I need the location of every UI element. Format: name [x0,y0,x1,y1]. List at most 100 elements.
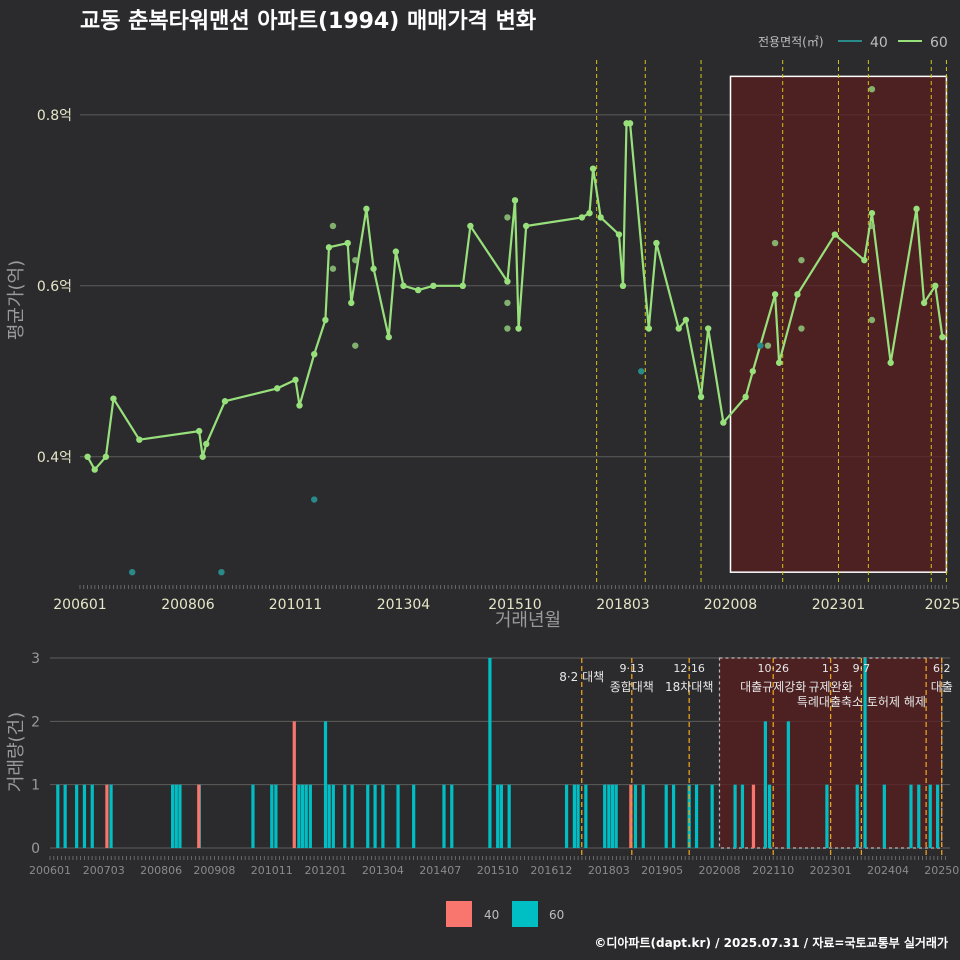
series-60-point [831,231,839,238]
top-policy-lines [596,60,947,585]
bar-60 [572,784,576,848]
bar-60 [614,784,618,848]
series-60-point [794,291,801,298]
bottom-y-tick-label: 2 [31,714,40,730]
series-60-extra-point [504,325,511,332]
bar-60 [82,784,87,848]
bar-60 [251,784,255,848]
chart-title: 교동 춘복타워맨션 아파트(1994) 매매가격 변화 [80,9,536,34]
bar-60 [507,784,511,848]
bottom-shaded-period [718,657,943,849]
bottom-shade-rect [718,657,943,849]
series-60-point [511,197,519,204]
bar-60 [576,784,580,848]
bottom-x-tick-label: 201905 [641,864,683,877]
series-60-point [749,368,756,375]
bottom-x-tick-label: 201011 [251,864,293,877]
policy-annotation-line2: 규제완화 [809,680,853,694]
top-x-axis-title: 거래년월 [495,610,561,631]
series-60-extra-point [352,256,359,264]
series-60-point [504,278,511,285]
bar-60 [610,784,615,848]
legend-label-40: 40 [870,35,888,51]
series-60-extra-point [798,325,805,332]
bar-60 [928,784,932,848]
series-60-extra-point [868,85,876,93]
top-x-tick-label: 202301 [812,597,865,613]
policy-annotation-line1: 9·13 [620,662,645,675]
bar-60 [687,784,691,848]
bar-60 [450,784,454,848]
policy-annotation-line2: 대출 [931,680,953,694]
series-60-point [459,282,466,290]
series-60-point [675,325,682,332]
series-40-point [129,568,136,576]
series-60-point [385,333,392,341]
bar-60 [373,784,377,848]
series-60-point [619,282,627,290]
top-series [84,85,946,576]
bar-60 [584,784,588,848]
bar-60 [343,784,347,848]
bar-60 [270,784,274,848]
series-60-extra-point [798,256,805,264]
series-60-point [887,359,894,366]
series-60-point [515,325,522,332]
series-60-point [203,440,210,448]
bottom-x-tick-label: 200806 [140,864,182,877]
series-60-extra-point [352,342,359,349]
bar-60 [936,784,940,848]
bar-60 [412,784,416,848]
series-60-extra-point [329,222,337,230]
policy-annotation-line1: 8·2 대책 [559,669,604,684]
series-60-extra-point [764,342,772,349]
bar-40 [292,721,296,848]
bottom-policy-lines [581,658,943,858]
series-60-point [704,325,712,332]
bottom-x-tick-label: 201304 [362,864,404,877]
series-60-point [91,466,98,473]
bottom-y-tick-label: 1 [31,778,40,794]
series-60-point [363,205,370,213]
bottom-x-tick-label: 201407 [419,864,461,877]
bottom-legend-swatch-60 [512,901,538,927]
bar-60 [694,784,699,848]
bar-60 [603,784,607,848]
bar-40 [751,784,756,848]
bottom-legend-label-40: 40 [484,908,499,922]
series-60-extra-point [504,299,511,307]
series-60-point [597,214,604,221]
top-x-tick-label: 201510 [488,597,541,613]
bar-60 [90,784,94,848]
series-60-point [868,209,876,217]
top-y-tick-label: 0.8억 [37,108,72,124]
series-40-point [757,342,764,349]
series-60-point [626,120,634,127]
series-60-point [400,282,407,290]
bar-60 [740,784,745,848]
bottom-axes: 0 1 2 3 200601 200703 200806 200908 201011 201201… [29,651,959,877]
bottom-policy-annotations: 8·2 대책 9·13 종합대책 12·16 18차대책 10·26 대출규제강화 1·3 규제… [559,662,953,709]
bottom-x-tick-label: 202301 [810,864,852,877]
bar-60 [297,784,301,848]
bar-40 [105,784,109,848]
series-60-point [522,222,530,230]
bar-60 [308,784,312,848]
series-60-extra-point [868,316,876,324]
bar-60 [331,784,335,848]
policy-annotation-line1: 9·7 [853,662,871,675]
bar-60 [786,721,790,848]
bar-60 [710,784,714,848]
bar-60 [63,784,67,848]
series-60-point [102,453,110,460]
series-60-point [322,316,329,324]
policy-annotation-line2: 대출규제강화 [740,680,806,694]
top-y-tick-label: 0.4억 [37,450,72,466]
caption: ©디아파트(dapt.kr) / 2025.07.31 / 자료=국토교통부 실… [594,935,948,950]
series-60-point [589,165,597,172]
bottom-legend: 40 60 [446,901,564,927]
bar-60 [607,784,611,848]
series-60-point [296,402,303,409]
series-40-point [311,496,318,503]
